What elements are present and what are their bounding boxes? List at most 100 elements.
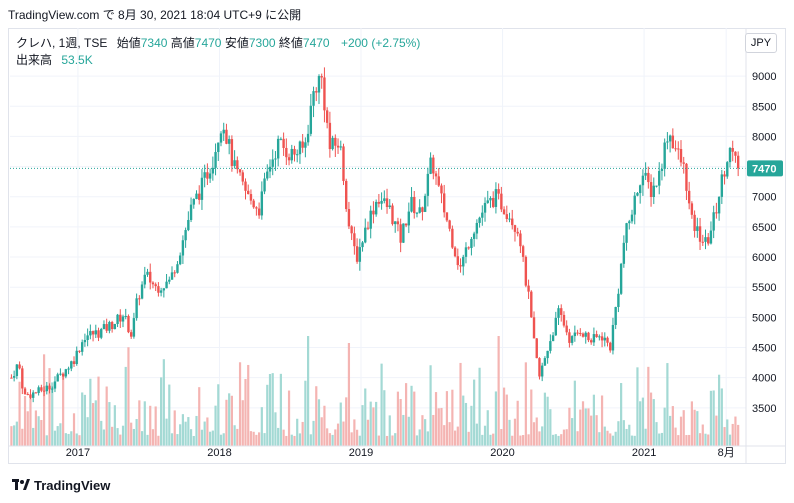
candle-body (491, 197, 495, 207)
candle-body (116, 314, 119, 325)
candle-body (127, 315, 130, 333)
candle-body (323, 77, 326, 111)
candle-body (94, 330, 97, 335)
candle-body (279, 138, 283, 140)
y-tick-label: 5500 (752, 282, 776, 294)
candle-body (21, 368, 24, 389)
close-value: 7470 (302, 36, 330, 50)
candle-body (244, 181, 247, 191)
candle-body (687, 190, 691, 204)
candle-body (268, 166, 272, 172)
volume-bar (75, 433, 78, 446)
candle-body (366, 227, 370, 229)
volume-bar (402, 414, 405, 446)
candle-body (276, 138, 280, 159)
candle-body (511, 218, 514, 226)
candle-body (385, 198, 389, 208)
volume-bar (396, 391, 400, 446)
candle-body (445, 212, 449, 221)
candle-body (655, 185, 658, 187)
volume-bar (369, 401, 372, 446)
candle-body (51, 388, 54, 390)
volume-bar (48, 368, 51, 446)
currency-button[interactable]: JPY (745, 33, 777, 53)
candle-body (429, 157, 432, 174)
volume-bar (720, 388, 723, 446)
volume-bar (527, 434, 530, 446)
volume-bar (157, 435, 160, 446)
candle-body (143, 274, 146, 285)
volume-bar (685, 435, 688, 446)
candle-body (619, 263, 623, 294)
volume-bar (546, 396, 549, 446)
volume-bar (524, 362, 527, 446)
candle-body (339, 146, 342, 148)
volume-bar (609, 433, 612, 446)
candle-body (342, 146, 345, 181)
candle-body (159, 290, 163, 293)
volume-bar (151, 429, 155, 446)
candle-body (121, 316, 125, 322)
volume-bar (715, 415, 718, 446)
candle-body (296, 154, 299, 156)
volume-bar (287, 390, 291, 446)
volume-bar (726, 419, 729, 446)
volume-bar (568, 407, 571, 446)
candle-body (119, 314, 122, 322)
symbol-name[interactable]: クレハ, 1週, TSE (16, 36, 108, 50)
volume-bar (413, 391, 416, 446)
volume-bar (18, 381, 21, 446)
volume-bar (26, 411, 29, 446)
candle-body (394, 221, 397, 225)
candle-body (562, 314, 566, 326)
candle-body (557, 308, 560, 318)
chart-frame[interactable] (8, 28, 786, 464)
y-tick-label: 5000 (752, 312, 776, 324)
volume-bar (252, 431, 255, 446)
volume-bar (263, 433, 266, 446)
candle-body (505, 214, 508, 219)
candle-body (91, 331, 95, 335)
volume-bar (298, 433, 302, 446)
candle-body (184, 230, 187, 241)
volume-bar (21, 428, 24, 446)
candle-body (679, 149, 683, 163)
volume-bar (630, 435, 634, 446)
volume-bar (140, 431, 144, 446)
candle-body (304, 142, 307, 148)
candlestick-chart[interactable]: 3500400045005000550060006500700075008000… (8, 28, 786, 464)
candle-body (652, 185, 655, 198)
volume-bar (462, 395, 465, 446)
volume-bar (312, 420, 315, 446)
candle-body (568, 332, 571, 343)
candle-body (227, 139, 231, 144)
volume-bar (62, 372, 65, 446)
candle-body (372, 210, 375, 215)
volume-bar (366, 419, 370, 446)
candle-body (658, 170, 661, 186)
volume-bar (317, 399, 321, 446)
candle-body (108, 322, 111, 331)
volume-bar (669, 415, 672, 446)
volume-bar (241, 400, 244, 446)
volume-bar (576, 431, 579, 446)
candle-body (315, 91, 318, 93)
volume-bar (511, 435, 514, 446)
volume-legend: 出来高 53.5K (16, 51, 93, 68)
candle-body (350, 226, 353, 234)
volume-bar (625, 428, 628, 446)
volume-bar (135, 419, 138, 446)
volume-bar (375, 401, 378, 446)
candle-body (61, 373, 65, 377)
candle-body (181, 240, 185, 256)
candle-body (538, 358, 541, 377)
volume-bar (320, 417, 323, 446)
candle-body (255, 207, 258, 209)
tradingview-footer[interactable]: TradingView (12, 478, 110, 494)
volume-bar (434, 392, 438, 446)
candle-body (23, 388, 27, 395)
volume-bar (679, 416, 683, 446)
candle-body (399, 224, 402, 243)
candle-body (78, 350, 81, 352)
ohlc-legend: クレハ, 1週, TSE 始値7340 高値7470 安値7300 終値7470… (16, 34, 420, 51)
